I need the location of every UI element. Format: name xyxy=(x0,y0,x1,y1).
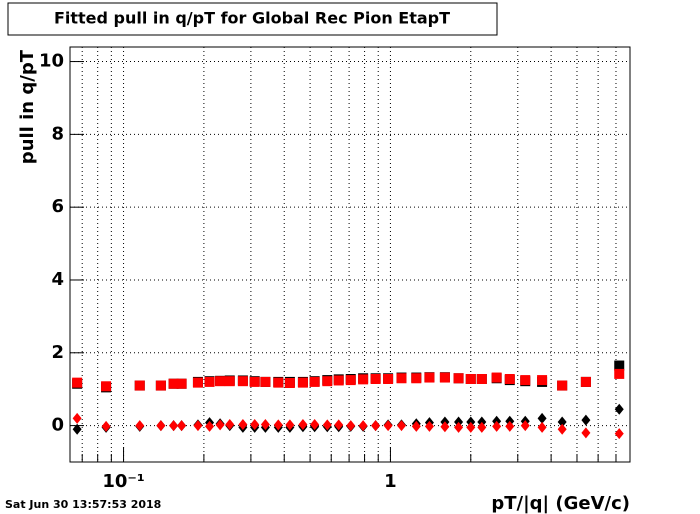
square-marker xyxy=(260,376,271,387)
square-marker xyxy=(176,378,187,389)
y-tick-label: 8 xyxy=(51,123,64,144)
diamond-marker xyxy=(156,420,166,432)
square-marker xyxy=(537,375,548,386)
square-marker xyxy=(134,380,145,391)
square-marker xyxy=(411,373,422,384)
square-marker xyxy=(192,377,203,388)
diamond-marker xyxy=(193,420,203,432)
square-marker xyxy=(453,373,464,384)
diamond-marker xyxy=(215,419,225,431)
square-marker xyxy=(358,374,369,385)
square-marker xyxy=(520,375,531,386)
square-marker xyxy=(396,373,407,384)
diamond-marker xyxy=(358,420,368,432)
diamond-marker xyxy=(322,419,332,431)
diamond-marker xyxy=(177,420,187,432)
diamond-marker xyxy=(371,420,381,432)
x-tick-label: 1 xyxy=(384,471,397,492)
square-marker xyxy=(297,377,308,388)
square-marker xyxy=(383,374,394,384)
square-marker xyxy=(224,376,235,387)
diamond-marker xyxy=(169,420,179,432)
square-marker xyxy=(491,372,502,383)
square-marker xyxy=(345,375,356,386)
diamond-marker xyxy=(250,419,260,431)
diamond-marker xyxy=(614,403,624,415)
diamond-marker xyxy=(396,420,406,432)
square-marker xyxy=(370,374,381,384)
square-marker xyxy=(465,374,476,384)
diamond-marker xyxy=(466,421,476,433)
diamond-marker xyxy=(273,419,283,431)
square-marker xyxy=(101,381,112,392)
x-tick-label: 10⁻¹ xyxy=(102,471,144,492)
diamond-marker xyxy=(557,416,567,428)
diamond-marker xyxy=(225,419,235,431)
diamond-marker xyxy=(260,419,270,431)
diamond-marker xyxy=(346,420,356,432)
diamond-marker xyxy=(238,419,248,431)
y-tick-label: 0 xyxy=(51,415,64,436)
square-marker xyxy=(614,360,625,371)
diamond-marker xyxy=(520,420,530,432)
square-marker xyxy=(72,377,83,388)
diamond-marker xyxy=(383,420,393,432)
y-tick-label: 10 xyxy=(39,51,64,72)
diamond-marker xyxy=(557,423,567,435)
diamond-marker xyxy=(205,420,215,432)
y-tick-label: 2 xyxy=(51,342,64,363)
diamond-marker xyxy=(72,412,82,424)
square-marker xyxy=(322,376,333,387)
diamond-marker xyxy=(581,414,591,426)
y-tick-label: 6 xyxy=(51,196,64,217)
diamond-marker xyxy=(440,421,450,433)
diamond-marker xyxy=(285,419,295,431)
square-marker xyxy=(155,380,166,391)
square-marker xyxy=(204,376,215,387)
square-marker xyxy=(284,378,295,389)
diamond-marker xyxy=(581,427,591,439)
title-box xyxy=(7,2,498,36)
diamond-marker xyxy=(537,421,547,433)
square-marker xyxy=(424,372,435,383)
diamond-marker xyxy=(492,420,502,432)
timestamp: Sat Jun 30 13:57:53 2018 xyxy=(5,498,161,511)
diamond-marker xyxy=(72,423,82,435)
square-marker xyxy=(504,374,515,384)
diamond-marker xyxy=(477,421,487,433)
diamond-marker xyxy=(411,420,421,432)
y-tick-label: 4 xyxy=(51,269,64,290)
diamond-marker xyxy=(614,428,624,440)
diamond-marker xyxy=(424,420,434,432)
square-marker xyxy=(476,374,487,384)
diamond-marker xyxy=(537,412,547,424)
square-marker xyxy=(249,376,260,387)
diamond-marker xyxy=(135,420,145,432)
square-marker xyxy=(614,368,625,379)
diamond-marker xyxy=(298,419,308,431)
square-marker xyxy=(237,376,248,387)
plot-frame xyxy=(69,46,631,463)
diamond-marker xyxy=(334,419,344,431)
diamond-marker xyxy=(310,419,320,431)
square-marker xyxy=(215,376,226,387)
chart-title: Fitted pull in q/pT for Global Rec Pion … xyxy=(54,9,450,28)
square-marker xyxy=(439,372,450,383)
square-marker xyxy=(273,377,284,388)
square-marker xyxy=(580,376,591,387)
square-marker xyxy=(309,376,320,387)
diamond-marker xyxy=(101,420,111,432)
square-marker xyxy=(557,380,568,391)
y-axis-label: pull in q/pT xyxy=(17,49,38,164)
diamond-marker xyxy=(505,420,515,432)
square-marker xyxy=(333,375,344,386)
x-axis-label: pT/|q| (GeV/c) xyxy=(491,493,630,514)
square-marker xyxy=(168,378,179,389)
diamond-marker xyxy=(454,421,464,433)
